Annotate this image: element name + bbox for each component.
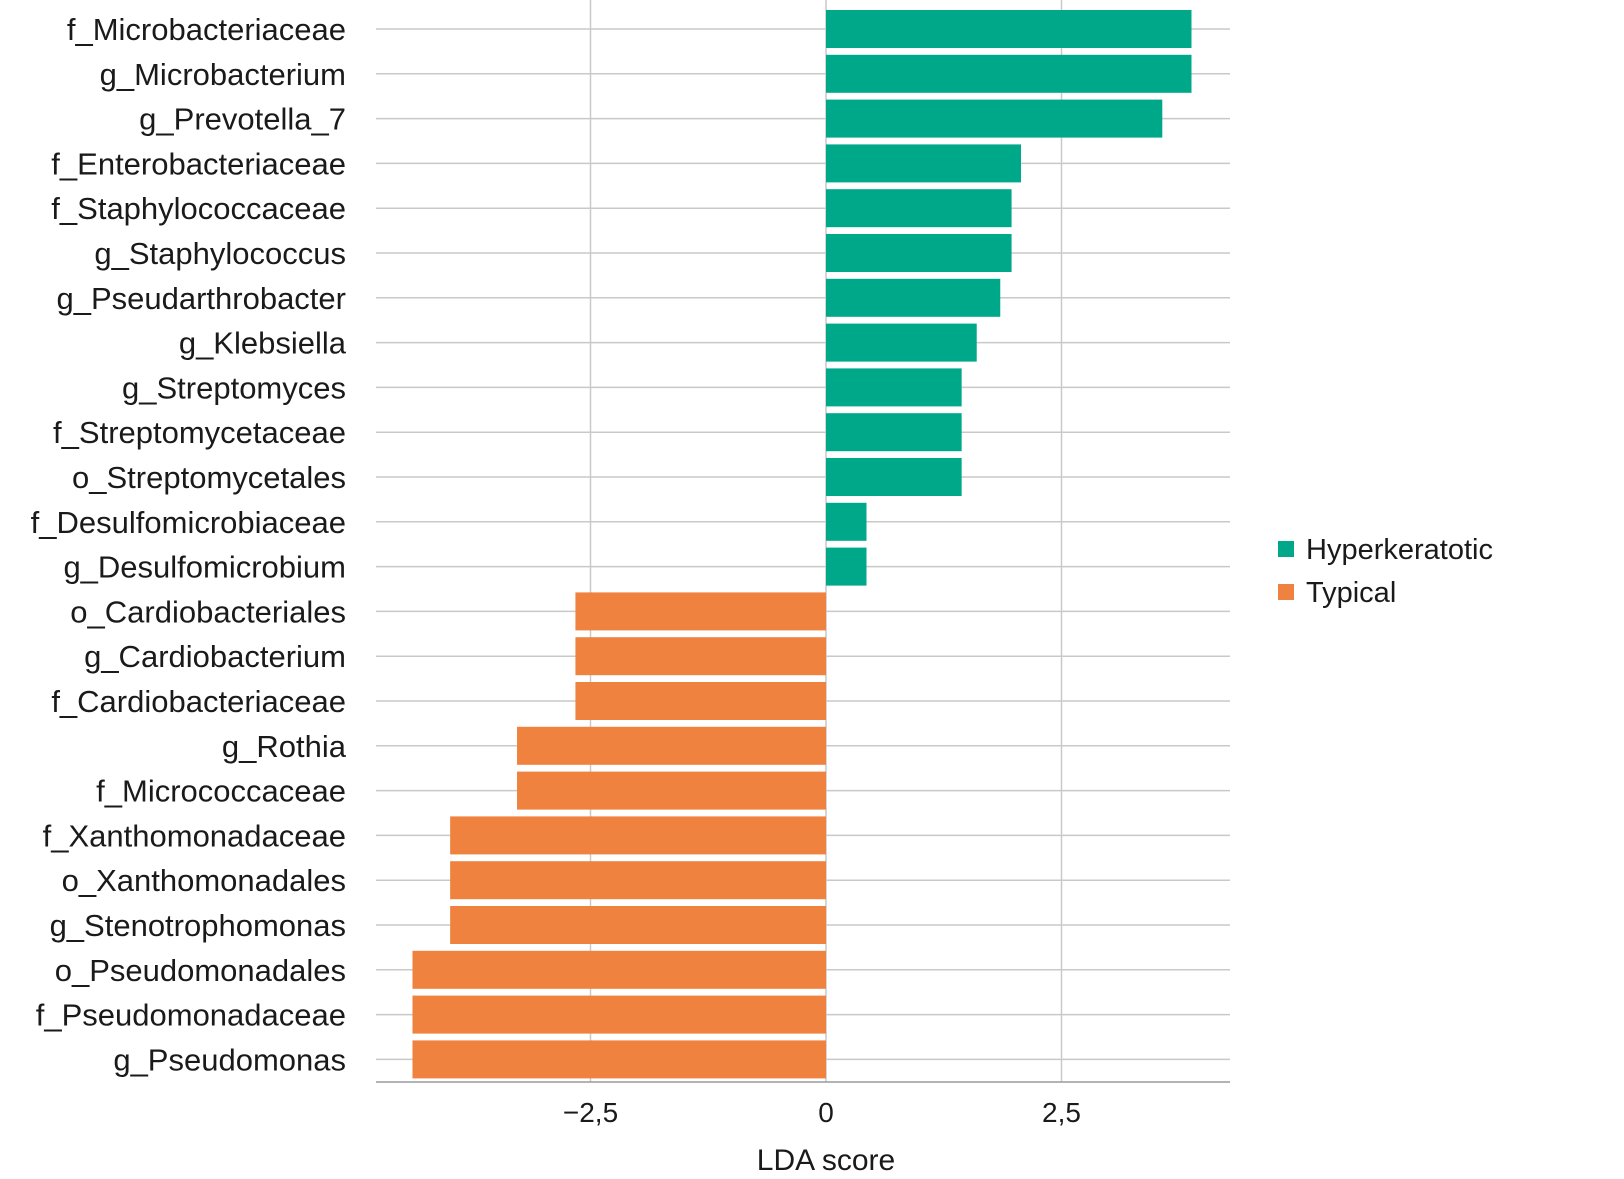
bar-o-xanthomonadales — [450, 861, 826, 900]
bar-f-streptomycetaceae — [826, 413, 962, 452]
bar-f-staphylococcaceae — [826, 189, 1012, 228]
x-axis-title: LDA score — [757, 1144, 895, 1177]
bar-g-microbacterium — [826, 54, 1192, 93]
bar-o-cardiobacteriales — [575, 592, 826, 631]
bar-o-pseudomonadales — [412, 950, 826, 989]
bars — [412, 10, 1192, 1079]
bar-f-cardiobacteriaceae — [575, 682, 826, 720]
bar-g-prevotella-7 — [826, 99, 1163, 138]
bar-g-pseudarthrobacter — [826, 278, 1001, 317]
bar-f-enterobacteriaceae — [826, 144, 1021, 183]
category-label: g_Cardiobacterium — [84, 639, 346, 674]
bar-o-streptomycetales — [826, 458, 962, 496]
category-label: g_Pseudomonas — [113, 1042, 346, 1077]
category-label: f_Xanthomonadaceae — [43, 818, 346, 853]
bar-g-rothia — [517, 726, 826, 765]
category-label: f_Enterobacteriaceae — [51, 146, 346, 181]
bar-g-klebsiella — [826, 323, 977, 362]
category-label: f_Microbacteriaceae — [67, 12, 346, 47]
bar-g-stenotrophomonas — [450, 906, 826, 944]
category-label: f_Pseudomonadaceae — [36, 998, 346, 1033]
category-label: g_Klebsiella — [179, 326, 347, 361]
category-label: f_Micrococcaceae — [96, 774, 346, 809]
category-label: f_Cardiobacteriaceae — [51, 684, 346, 719]
bar-g-pseudomonas — [412, 1040, 826, 1079]
bar-f-pseudomonadaceae — [412, 995, 826, 1034]
category-label: o_Pseudomonadales — [55, 953, 346, 988]
legend: Hyperkeratotic Typical — [1278, 534, 1493, 609]
category-label: f_Desulfomicrobiaceae — [31, 505, 346, 540]
category-label: g_Streptomyces — [122, 370, 346, 405]
bar-f-desulfomicrobiaceae — [826, 502, 867, 541]
bar-f-microbacteriaceae — [826, 10, 1192, 48]
bar-g-cardiobacterium — [575, 637, 826, 676]
legend-swatch — [1278, 541, 1294, 557]
legend-label: Hyperkeratotic — [1306, 534, 1493, 566]
category-label: g_Rothia — [222, 729, 347, 764]
category-label: o_Streptomycetales — [72, 460, 346, 495]
category-label: g_Pseudarthrobacter — [56, 281, 346, 316]
category-label: g_Staphylococcus — [94, 236, 346, 271]
category-label: o_Xanthomonadales — [62, 863, 346, 898]
category-label: g_Stenotrophomonas — [50, 908, 346, 943]
category-labels: f_Microbacteriaceae g_Microbacterium g_Pre… — [31, 12, 347, 1077]
x-axis-ticks: −2,5 0 2,5 — [563, 1097, 1081, 1128]
x-tick-label: 2,5 — [1042, 1097, 1081, 1128]
bar-g-desulfomicrobium — [826, 547, 867, 586]
x-tick-label: 0 — [818, 1097, 834, 1128]
bar-g-staphylococcus — [826, 234, 1012, 272]
bar-f-xanthomonadaceae — [450, 816, 826, 855]
legend-swatch — [1278, 584, 1294, 600]
category-label: f_Streptomycetaceae — [53, 415, 346, 450]
bar-f-micrococcaceae — [517, 771, 826, 810]
category-label: g_Prevotella_7 — [139, 102, 346, 137]
x-tick-label: −2,5 — [563, 1097, 618, 1128]
category-label: o_Cardiobacteriales — [70, 594, 346, 629]
category-label: g_Desulfomicrobium — [63, 550, 346, 585]
bar-g-streptomyces — [826, 368, 962, 407]
legend-label: Typical — [1306, 577, 1396, 609]
category-label: f_Staphylococcaceae — [51, 191, 346, 226]
category-label: g_Microbacterium — [100, 57, 346, 92]
